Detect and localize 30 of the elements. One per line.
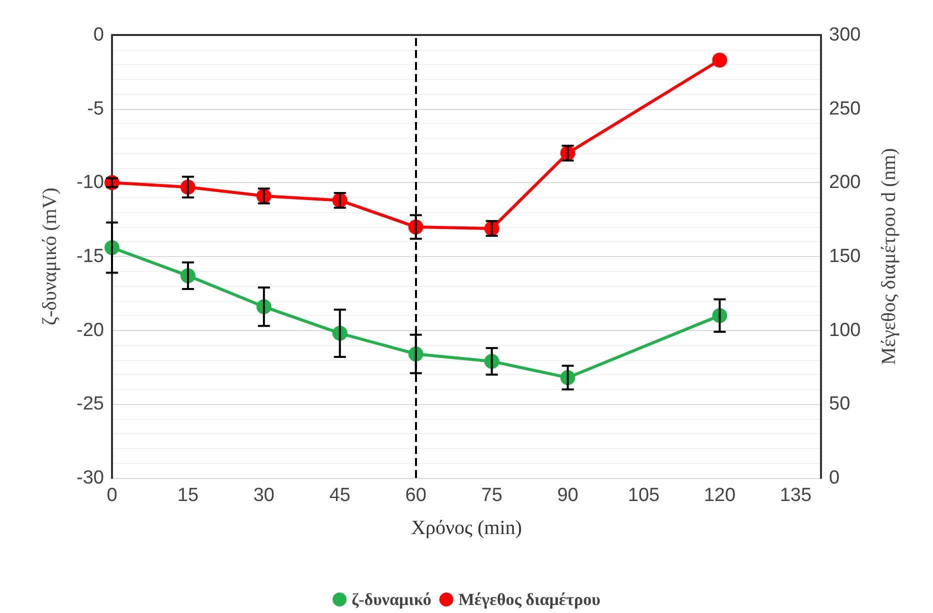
x-tick-label: 0 <box>106 485 118 506</box>
y2-tick-label: 100 <box>829 320 861 341</box>
legend-label: Μέγεθος διαμέτρου <box>458 590 601 609</box>
y-tick-label: -10 <box>76 172 104 194</box>
x-axis-title: Χρόνος (min) <box>411 517 522 539</box>
x-tick-label: 30 <box>253 485 274 506</box>
y-tick-label: -5 <box>87 98 104 120</box>
x-tick-label: 45 <box>329 485 350 506</box>
x-tick-label: 75 <box>481 485 502 506</box>
y2-tick-label: 200 <box>829 172 861 194</box>
x-tick-label: 120 <box>704 485 736 506</box>
x-tick-label: 15 <box>177 485 199 506</box>
y-tick-label: -30 <box>76 468 104 488</box>
point <box>712 52 728 68</box>
x-tick-label: 135 <box>780 485 812 506</box>
y2-tick-label: 300 <box>829 24 861 46</box>
legend-label: ζ-δυναμικό <box>352 590 432 609</box>
y2-axis-title: Μέγεθος διαμέτρου d (nm) <box>878 148 900 365</box>
y2-tick-label: 0 <box>829 468 840 488</box>
y-tick-label: 0 <box>93 24 104 46</box>
y2-tick-label: 50 <box>829 394 850 415</box>
y2-tick-label: 150 <box>829 246 861 267</box>
y-tick-label: -25 <box>76 394 104 415</box>
y-tick-label: -20 <box>76 320 104 341</box>
y-axis-title: ζ-δυναμικό (mV) <box>39 188 61 326</box>
y-tick-label: -15 <box>76 246 104 267</box>
x-tick-label: 105 <box>628 485 660 506</box>
x-tick-label: 60 <box>405 485 426 506</box>
x-tick-label: 90 <box>557 485 578 506</box>
y2-tick-label: 250 <box>829 98 861 120</box>
